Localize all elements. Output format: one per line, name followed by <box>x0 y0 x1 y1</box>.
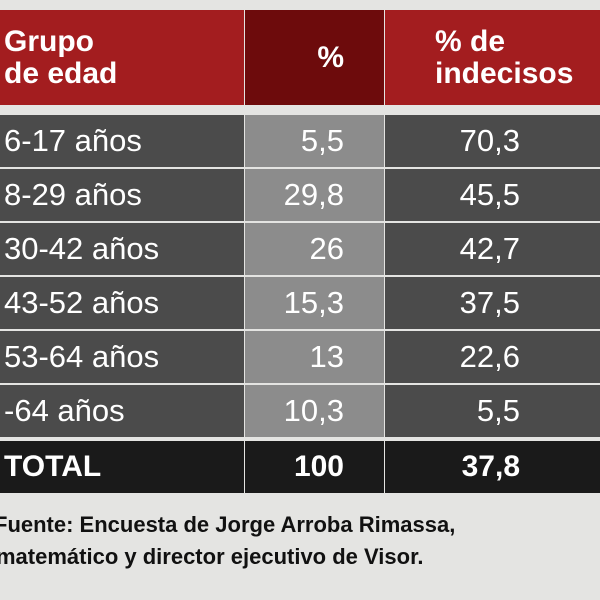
header-text: Grupo <box>4 24 94 58</box>
cell-text: 13 <box>309 339 344 374</box>
cell-text: 15,3 <box>283 285 344 320</box>
cell-text: 37,5 <box>459 285 520 320</box>
cell-text: 8-29 años <box>4 177 142 212</box>
table-cell: 70,3 <box>385 115 600 167</box>
cell-text: 10,3 <box>283 393 344 428</box>
source-note: matemático y director ejecutivo de Visor… <box>0 544 424 569</box>
cell-text: 45,5 <box>459 177 520 212</box>
table-cell: -64 años <box>0 385 244 437</box>
cell-text: 5,5 <box>300 123 344 158</box>
cell-text: 43-52 años <box>4 285 160 320</box>
table-cell: 42,7 <box>385 223 600 275</box>
table-cell: 30-42 años <box>0 223 244 275</box>
table-cell: 6-17 años <box>0 115 244 167</box>
table-cell: 15,3 <box>245 277 384 329</box>
cell-text: 22,6 <box>459 339 520 374</box>
table-cell: 5,5 <box>385 385 600 437</box>
total-text: 100 <box>293 450 344 483</box>
cell-text: 29,8 <box>283 177 344 212</box>
table-cell: 8-29 años <box>0 169 244 221</box>
source-note: Fuente: Encuesta de Jorge Arroba Rimassa… <box>0 512 456 537</box>
table-cell: 29,8 <box>245 169 384 221</box>
cell-text: -64 años <box>4 393 125 428</box>
cell-text: 30-42 años <box>4 231 160 266</box>
table-cell: 26 <box>245 223 384 275</box>
table-cell: 53-64 años <box>0 331 244 383</box>
header-text: de edad <box>4 56 118 90</box>
total-cell: 37,8 <box>385 441 600 493</box>
table-cell: 13 <box>245 331 384 383</box>
total-cell: TOTAL <box>0 441 244 493</box>
table-cell: 5,5 <box>245 115 384 167</box>
cell-text: 42,7 <box>459 231 520 266</box>
table-cell: 10,3 <box>245 385 384 437</box>
cell-text: 26 <box>309 231 344 266</box>
total-text: TOTAL <box>4 450 102 483</box>
table-cell: 45,5 <box>385 169 600 221</box>
total-text: 37,8 <box>461 450 520 483</box>
header-text: % de <box>435 24 506 58</box>
header-text: indecisos <box>435 56 574 90</box>
table-cell: 22,6 <box>385 331 600 383</box>
cell-text: 5,5 <box>476 393 520 428</box>
header-cell: % <box>245 10 384 105</box>
total-cell: 100 <box>245 441 384 493</box>
table-cell: 37,5 <box>385 277 600 329</box>
cell-text: 53-64 años <box>4 339 160 374</box>
cell-text: 6-17 años <box>4 123 142 158</box>
cell-text: 70,3 <box>459 123 520 158</box>
header-cell: % de indecisos <box>385 10 600 105</box>
table-cell: 43-52 años <box>0 277 244 329</box>
header-cell: Grupo de edad <box>0 10 244 105</box>
header-text: % <box>317 40 344 74</box>
